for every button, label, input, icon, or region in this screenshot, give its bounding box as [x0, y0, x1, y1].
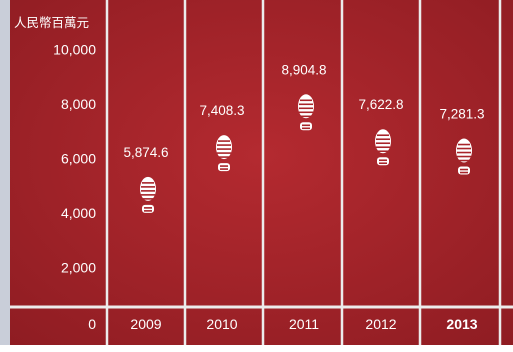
y-tick-label: 2,000 — [61, 259, 96, 275]
shoe-print-icon — [455, 137, 473, 176]
value-label: 7,622.8 — [358, 97, 403, 112]
value-label: 8,904.8 — [281, 62, 326, 77]
value-label: 5,874.6 — [123, 145, 168, 160]
y-tick-label: 10,000 — [53, 41, 96, 57]
y-axis-ticks: 2,000 4,000 6,000 8,000 10,000 0 — [53, 41, 96, 332]
data-marks: 2009 5,874.6 2010 7,408.3 2011 8,904.8 2012 7,6… — [123, 62, 484, 332]
track-background — [10, 0, 513, 345]
x-category-label: 2013 — [446, 316, 477, 332]
lane-lines — [105, 0, 502, 345]
x-category-label: 2012 — [365, 316, 396, 332]
x-category-label: 2009 — [130, 316, 161, 332]
side-strip — [0, 0, 10, 345]
value-label: 7,281.3 — [439, 107, 484, 122]
y-tick-zero-label: 0 — [88, 316, 96, 332]
shoe-print-icon — [297, 93, 315, 132]
shoe-print-icon — [139, 176, 157, 214]
x-category-label: 2011 — [289, 316, 319, 332]
value-label: 7,408.3 — [199, 103, 244, 118]
unit-label: 人民幣百萬元 — [14, 16, 89, 30]
shoe-print-icon — [374, 128, 392, 167]
y-tick-label: 4,000 — [61, 205, 96, 221]
y-tick-label: 8,000 — [61, 96, 96, 112]
x-category-label: 2010 — [206, 316, 237, 332]
y-tick-label: 6,000 — [61, 150, 96, 166]
shoe-print-icon — [215, 134, 233, 172]
